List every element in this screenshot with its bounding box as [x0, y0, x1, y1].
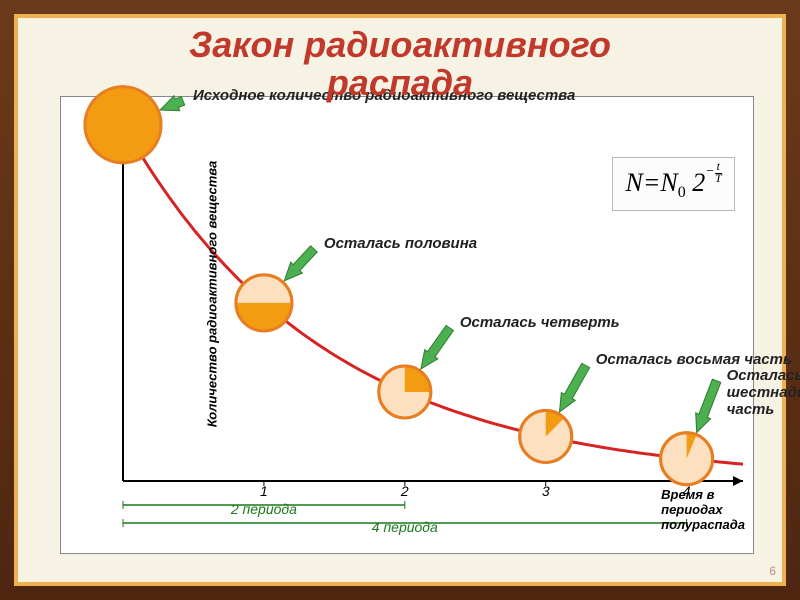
point-label: Осталась половина: [324, 235, 477, 252]
x-axis-label: Время в периодах полураспада: [661, 488, 745, 533]
period-label: 2 периода: [231, 501, 297, 517]
point-label: Осталась шестнадцатая часть: [727, 367, 800, 418]
y-axis-label: Количество радиоактивного вещества: [205, 161, 220, 427]
x-tick: 3: [542, 483, 550, 499]
page-number: 6: [769, 564, 776, 578]
x-tick: 4: [683, 483, 691, 499]
slide-area: Закон радиоактивного распада Количество …: [14, 14, 786, 586]
title-line-2: распада: [327, 62, 473, 103]
slide-title: Закон радиоактивного распада: [18, 26, 782, 102]
x-tick: 2: [401, 483, 409, 499]
wood-frame: Закон радиоактивного распада Количество …: [0, 0, 800, 600]
chart-container: Количество радиоактивного вещества Время…: [60, 96, 754, 554]
x-tick: 1: [260, 483, 268, 499]
title-line-1: Закон радиоактивного: [189, 24, 611, 65]
period-label: 4 периода: [372, 519, 438, 535]
decay-formula: N=N0 2−tT: [612, 157, 735, 211]
point-label: Осталась четверть: [460, 314, 620, 331]
